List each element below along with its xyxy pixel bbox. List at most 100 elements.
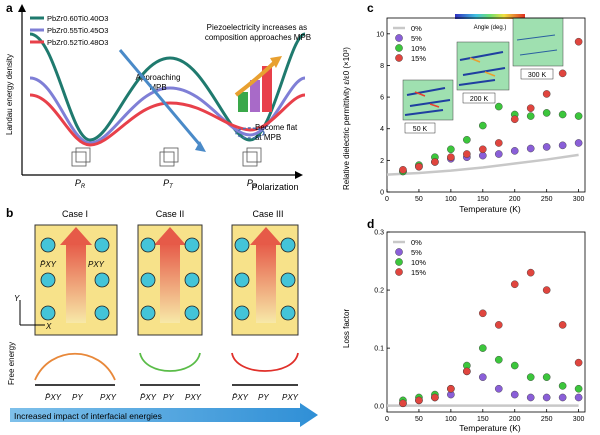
inset-200k: 200 K — [456, 41, 510, 104]
legend-pzt-55: PbZr0.55Ti0.45O3 — [47, 26, 108, 35]
b2-tick-pxy-bar: P̄XY — [140, 393, 157, 402]
inset-50k-label: 50 K — [413, 126, 428, 133]
point-10% — [558, 110, 567, 119]
point-10% — [494, 102, 503, 111]
y-tick-label: 0.0 — [374, 404, 384, 411]
free-energy-case-1 — [34, 352, 116, 381]
free-energy-case-3 — [231, 352, 299, 372]
point-10% — [463, 135, 471, 144]
cube-icons — [71, 147, 262, 167]
point-15% — [415, 396, 423, 405]
legend-swatch — [395, 258, 403, 266]
b2-tick-py: PY — [163, 393, 174, 402]
panel-d-letter: d — [367, 218, 374, 231]
point-15% — [574, 358, 583, 367]
x-tick-label: 200 — [509, 196, 521, 203]
panel-b-letter: b — [6, 206, 13, 220]
point-15% — [463, 150, 471, 158]
axis-y-label: Y — [14, 294, 20, 303]
y-tick-label: 4 — [380, 126, 384, 133]
legend-label: 0% — [411, 24, 422, 33]
inset-50k: 50 K — [402, 79, 454, 134]
interfacial-arrow — [10, 403, 318, 427]
panel-b: b Case I Case II Case III P — [6, 206, 318, 427]
x-tick-label: 250 — [541, 416, 553, 423]
point-5% — [542, 393, 551, 402]
b-tick-pxy-bar: P̄XY — [45, 393, 62, 402]
point-15% — [542, 286, 551, 294]
panel-a-xlabel: Polarization — [251, 182, 298, 192]
case-1-title: Case I — [62, 209, 88, 219]
legend-label: 0% — [411, 238, 422, 247]
panel-d-ylabel: Loss factor — [342, 309, 351, 348]
x-tick-label: 50 — [415, 416, 423, 423]
point-15% — [463, 367, 471, 376]
y-tick-label: 2 — [380, 158, 384, 165]
curve-pzt-52-48 — [29, 93, 306, 147]
panel-d: d Loss factor Temperature (K) 0 50 100 150 2… — [342, 218, 586, 433]
x-tick-label: 300 — [573, 196, 585, 203]
x-tick-label: 0 — [385, 196, 389, 203]
case-2-title: Case II — [156, 209, 185, 219]
legend-label: 5% — [411, 248, 422, 257]
x-tick-label: 300 — [573, 416, 585, 423]
legend-pzt-60: PbZr0.60Ti0.40O3 — [47, 14, 108, 23]
point-10% — [558, 382, 567, 390]
y-tick-label: 0.1 — [374, 346, 384, 353]
panel-a: a Landau energy density Polarization PbZ… — [5, 1, 311, 192]
x-tick-label: 50 — [415, 196, 423, 203]
x-tick-label: 100 — [445, 196, 457, 203]
legend-swatch — [395, 44, 403, 52]
axis-x-label: X — [45, 322, 52, 331]
point-10% — [447, 145, 455, 154]
point-15% — [447, 384, 455, 393]
panel-d-xlabel: Temperature (K) — [459, 423, 521, 433]
b-tick-pxy: PXY — [100, 393, 117, 402]
legend-swatch — [395, 54, 403, 62]
domain-circles — [40, 237, 296, 321]
b-tick-py: PY — [72, 393, 83, 402]
label-pxy-bar: P̄XY — [40, 260, 57, 269]
point-15% — [558, 321, 567, 329]
point-15% — [558, 69, 567, 78]
x-tick-label: 150 — [477, 416, 489, 423]
point-5% — [494, 150, 503, 158]
point-5% — [479, 373, 487, 381]
point-15% — [510, 280, 519, 289]
point-10% — [526, 112, 535, 120]
panel-a-legend: PbZr0.60Ti0.40O3 PbZr0.55Ti0.45O3 PbZr0.… — [30, 14, 108, 47]
b2-tick-pxy: PXY — [185, 393, 202, 402]
point-10% — [526, 373, 535, 381]
piezo-bar-icon — [234, 56, 282, 112]
y-tick-label: 0 — [380, 190, 384, 197]
x-tick-label: 250 — [541, 196, 553, 203]
free-energy-case-2 — [139, 352, 201, 372]
legend-swatch — [395, 34, 403, 42]
annot-approaching: Approaching MPB — [136, 73, 181, 92]
tick-pt: PT — [163, 178, 174, 190]
point-10% — [510, 361, 519, 370]
y-tick-label: 6 — [380, 95, 384, 102]
legend-label: 10% — [411, 258, 426, 267]
x-tick-label: 200 — [509, 416, 521, 423]
point-10% — [494, 355, 503, 364]
plot-frame — [386, 17, 586, 193]
point-15% — [479, 309, 487, 318]
curve-pzt-60-40 — [29, 32, 306, 142]
point-10% — [542, 373, 551, 381]
point-15% — [415, 162, 423, 171]
panel-a-letter: a — [6, 1, 13, 15]
point-10% — [574, 112, 583, 120]
point-5% — [542, 143, 551, 151]
point-10% — [574, 384, 583, 393]
point-10% — [479, 121, 487, 130]
x-tick-label: 100 — [445, 416, 457, 423]
point-5% — [479, 151, 487, 160]
point-15% — [399, 166, 407, 174]
point-15% — [479, 145, 487, 154]
legend-swatch — [395, 248, 403, 256]
point-15% — [494, 321, 503, 329]
point-15% — [431, 158, 439, 166]
plot-frame — [386, 231, 586, 413]
y-tick-label: 0.3 — [374, 230, 384, 237]
